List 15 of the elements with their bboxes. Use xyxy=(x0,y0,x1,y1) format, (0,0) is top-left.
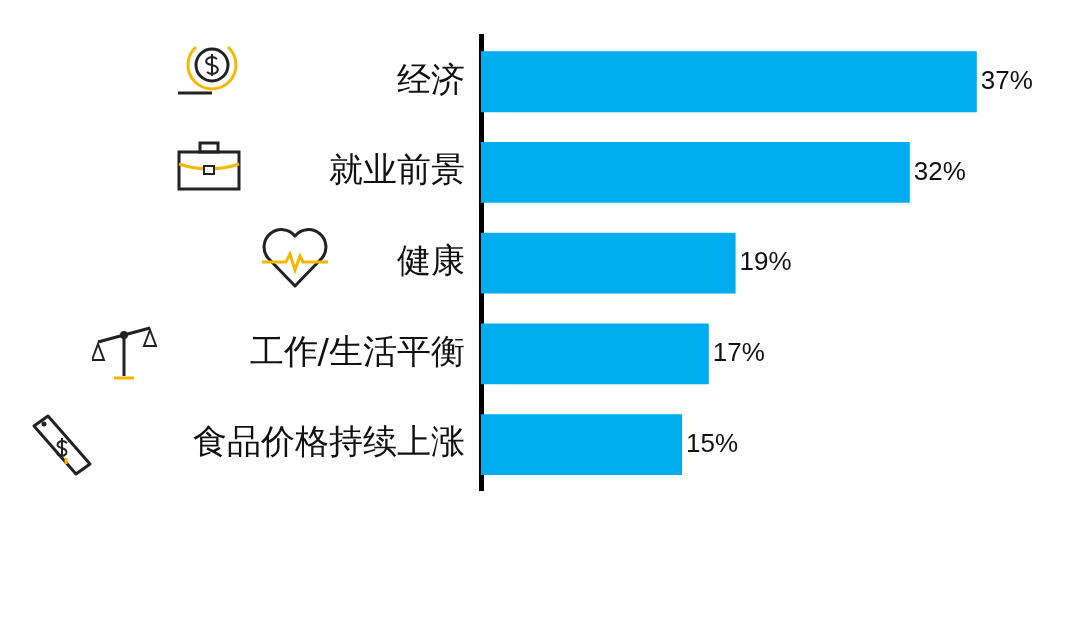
bar xyxy=(481,232,736,294)
bar xyxy=(481,142,910,203)
bar xyxy=(481,323,709,385)
data-label: 15% xyxy=(686,427,739,458)
data-label: 32% xyxy=(913,155,966,186)
y-tick-label: 健康 xyxy=(397,240,465,281)
data-label: 37% xyxy=(980,64,1033,95)
y-tick-label: 工作/生活平衡 xyxy=(249,330,465,371)
bar xyxy=(481,414,682,476)
bar xyxy=(481,51,977,113)
y-tick-label: 食品价格持续上涨 xyxy=(193,421,465,462)
y-tick-label: 就业前景 xyxy=(329,149,465,190)
data-label: 19% xyxy=(739,246,792,277)
y-tick-label: 经济 xyxy=(397,58,465,99)
data-label: 17% xyxy=(712,337,765,368)
